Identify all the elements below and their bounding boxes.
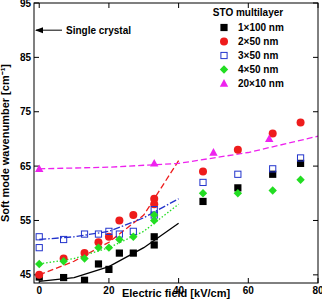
x-tick-label: 20 [103,285,115,296]
legend-marker [220,79,228,87]
y-tick [34,111,39,112]
data-point [297,119,305,127]
data-point [270,166,276,172]
y-tick [34,57,39,58]
y-tick [313,166,318,167]
y-tick-label: 95 [20,0,32,9]
x-tick [108,278,109,283]
x-tick [248,278,249,283]
x-tick-label: 80 [312,285,322,296]
data-point [81,231,87,237]
y-tick-label: 45 [20,269,32,280]
frame [34,3,318,283]
data-point [95,231,101,237]
chart: 020406080455565758595Electric field [kV/… [0,0,322,300]
legend-label: 2×50 nm [238,36,278,47]
legend-label: 3×50 nm [238,50,278,61]
x-tick [178,3,179,8]
plot-area [35,119,318,283]
data-point [36,234,42,240]
annotation-arrowhead [35,27,43,33]
data-point [268,186,276,194]
data-point [150,195,158,203]
x-tick [39,3,40,8]
data-point [296,175,304,183]
data-point [199,198,206,205]
data-point [200,179,206,185]
data-point [35,164,43,172]
legend-marker [221,52,227,58]
y-tick [313,220,318,221]
data-point [61,236,67,242]
data-point [130,249,137,256]
annotation: Single crystal [66,25,131,36]
legend-marker [220,24,227,31]
data-point [81,277,88,283]
data-point [35,271,43,279]
x-tick-label: 0 [36,285,42,296]
legend: STO multilayer 1×100 nm 2×50 nm 3×50 nm 4×50… [213,7,284,89]
data-point [80,254,88,262]
data-point [151,233,158,240]
legend-label: 20×10 nm [238,78,284,89]
data-point [115,216,123,224]
data-point [234,189,242,197]
data-point [150,211,158,219]
fit-line [39,223,178,281]
y-tick-label: 75 [20,106,32,117]
data-point [60,274,67,281]
data-point [106,228,112,234]
y-tick [313,57,318,58]
data-point [234,146,242,154]
data-point [209,148,217,156]
x-tick-label: 60 [243,285,255,296]
x-axis-label: Electric field [kV/cm] [122,287,231,299]
data-point [265,135,273,143]
fit-line [39,161,178,275]
data-point [150,159,158,167]
data-point [129,211,137,219]
data-point [115,235,123,243]
data-point [116,249,123,256]
data-point [129,233,137,241]
y-tick [34,220,39,221]
data-point [36,245,42,251]
y-tick [313,111,318,112]
data-point [105,266,112,273]
y-tick-label: 85 [20,52,32,63]
y-tick-label: 55 [20,215,32,226]
data-point [199,168,207,176]
data-point [94,243,102,251]
data-point [151,241,158,248]
y-axis-label: Soft mode wavenumber [cm⁻¹] [0,64,11,222]
y-tick [313,274,318,275]
fit-line [39,136,318,169]
data-point [235,171,241,177]
data-point [297,155,303,161]
data-point [59,257,67,265]
legend-label: 4×50 nm [238,64,278,75]
y-tick-label: 65 [20,161,32,172]
x-tick [178,278,179,283]
data-point [199,189,207,197]
data-point [105,243,113,251]
data-point [95,260,102,267]
legend-title: STO multilayer [213,7,284,18]
legend-label: 1×100 nm [238,22,284,33]
legend-marker [220,38,228,46]
x-tick [108,3,109,8]
data-point [35,260,43,268]
legend-marker [220,65,228,73]
fit-line [39,204,178,264]
